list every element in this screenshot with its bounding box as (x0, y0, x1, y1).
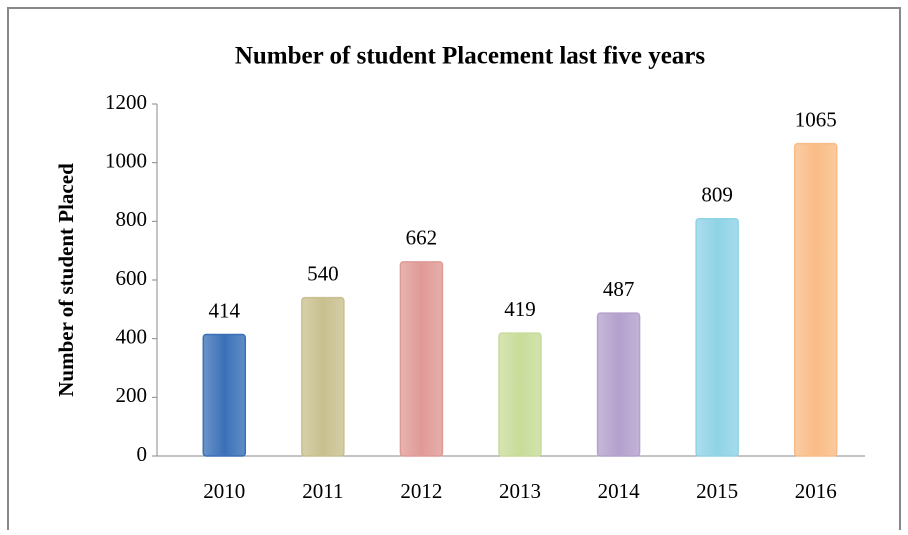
x-tick-label: 2012 (400, 479, 442, 503)
chart-title: Number of student Placement last five ye… (235, 43, 706, 70)
y-tick-label: 1200 (105, 90, 147, 114)
data-label: 414 (209, 298, 241, 322)
y-tick-label: 800 (116, 207, 148, 231)
data-label: 540 (307, 261, 339, 285)
y-tick-label: 0 (137, 442, 148, 466)
x-tick-label: 2015 (696, 479, 738, 503)
bar (202, 333, 247, 457)
bar (695, 217, 739, 457)
x-tick-label: 2014 (598, 479, 641, 503)
data-label: 487 (603, 277, 635, 301)
data-label: 662 (406, 226, 438, 250)
y-tick-label: 1000 (105, 148, 147, 172)
bar (793, 142, 838, 457)
data-label: 809 (701, 183, 733, 207)
bar (596, 312, 641, 457)
data-label: 1065 (795, 107, 837, 131)
x-tick-label: 2016 (795, 479, 837, 503)
x-tick-label: 2011 (302, 479, 343, 503)
data-label: 419 (504, 297, 536, 321)
bar (399, 261, 444, 457)
y-tick-label: 200 (116, 383, 148, 407)
bar (498, 332, 542, 457)
x-tick-label: 2010 (203, 479, 245, 503)
x-tick-label: 2013 (499, 479, 541, 503)
y-axis-label: Number of student Placed (54, 163, 78, 397)
y-tick-label: 600 (116, 266, 148, 290)
y-tick-label: 400 (116, 324, 148, 348)
bar (301, 296, 345, 457)
